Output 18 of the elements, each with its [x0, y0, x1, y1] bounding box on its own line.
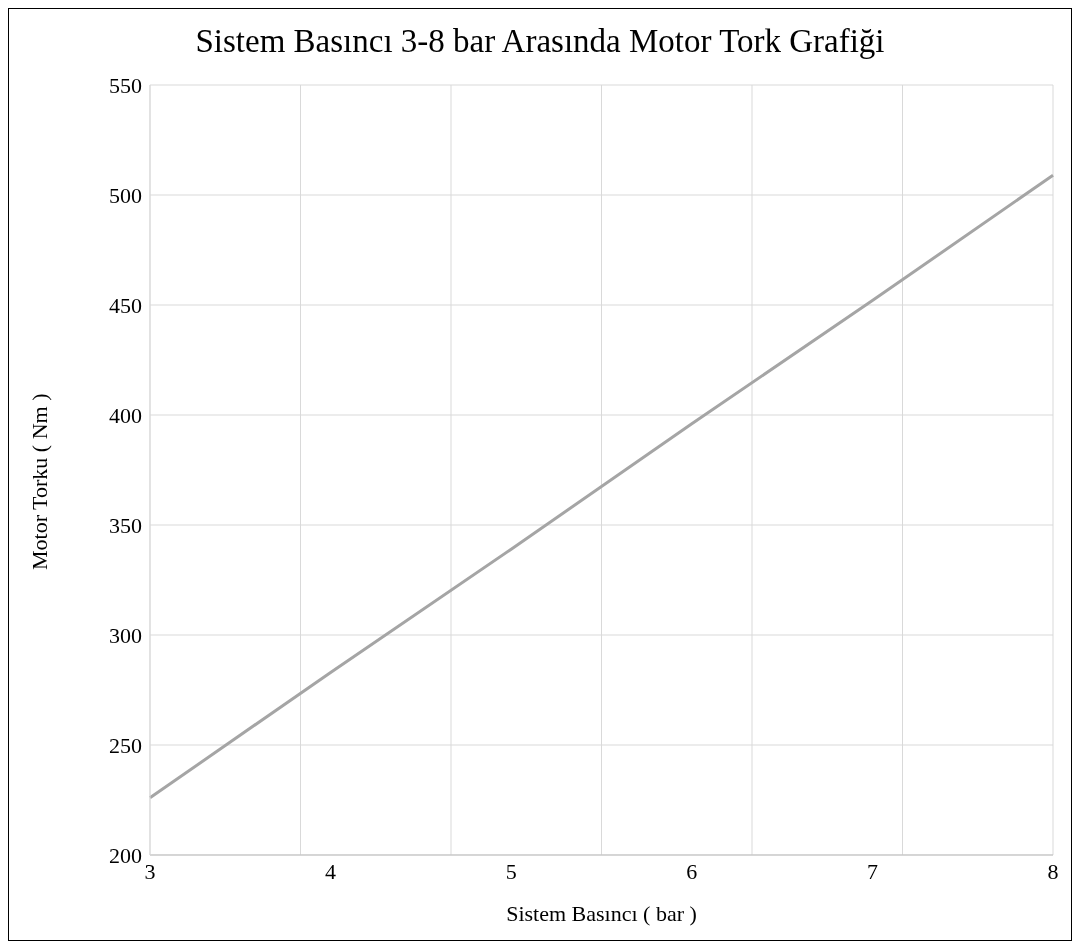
- x-tick-label: 6: [686, 858, 698, 884]
- x-tick-label: 7: [866, 858, 878, 884]
- y-tick-label: 250: [109, 732, 142, 758]
- x-tick-label: 4: [325, 858, 337, 884]
- y-tick-label: 500: [109, 182, 142, 208]
- y-tick-label: 450: [109, 292, 142, 318]
- y-tick-label: 200: [109, 842, 142, 868]
- y-tick-label: 550: [109, 72, 142, 98]
- line-series: [148, 173, 1055, 800]
- x-tick-label: 3: [144, 858, 156, 884]
- y-tick-label: 300: [109, 622, 142, 648]
- y-axis-title: Motor Torku ( Nm ): [26, 393, 52, 570]
- y-tick-label: 350: [109, 512, 142, 538]
- x-tick-label: 8: [1047, 858, 1059, 884]
- y-tick-label: 400: [109, 402, 142, 428]
- x-tick-label: 5: [505, 858, 517, 884]
- chart-title: Sistem Basıncı 3-8 bar Arasında Motor Tork Grafiği: [195, 23, 885, 59]
- x-axis-title: Sistem Basıncı ( bar ): [506, 901, 697, 926]
